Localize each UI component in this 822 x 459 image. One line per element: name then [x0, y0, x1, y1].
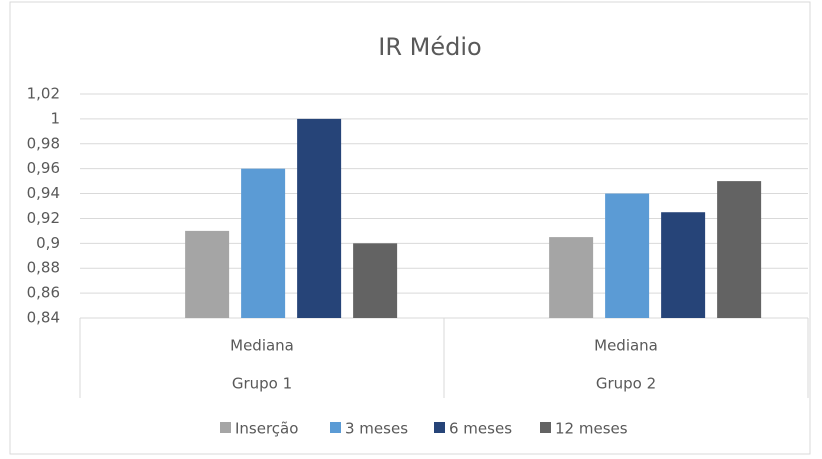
legend-label: 6 meses [449, 420, 512, 438]
y-tick-label: 0,92 [27, 209, 60, 227]
legend-label: 3 meses [345, 420, 408, 438]
x-group-label: Grupo 1 [232, 375, 292, 393]
legend-swatch [540, 422, 551, 433]
y-tick-label: 0,94 [27, 184, 60, 202]
y-tick-label: 0,98 [27, 134, 60, 152]
x-tick-label: Mediana [594, 337, 658, 355]
bar [185, 230, 230, 318]
legend-swatch [220, 422, 231, 433]
x-tick-label: Mediana [230, 337, 294, 355]
y-tick-label: 1,02 [27, 85, 60, 103]
bar [717, 181, 762, 318]
bar [661, 212, 706, 318]
y-tick-label: 0,88 [27, 259, 60, 277]
y-tick-label: 0,9 [36, 234, 60, 252]
bar [549, 237, 594, 318]
legend-swatch [434, 422, 445, 433]
legend-label: 12 meses [555, 420, 628, 438]
chart-title: IR Médio [378, 33, 481, 61]
bar [605, 193, 650, 318]
bar [353, 243, 398, 318]
legend-swatch [330, 422, 341, 433]
y-tick-label: 1 [50, 109, 60, 127]
legend-label: Inserção [235, 420, 298, 438]
y-tick-label: 0,84 [27, 309, 60, 327]
x-group-label: Grupo 2 [596, 375, 656, 393]
y-tick-label: 0,96 [27, 159, 60, 177]
y-tick-label: 0,86 [27, 284, 60, 302]
bar [241, 168, 286, 318]
bar [297, 118, 342, 318]
